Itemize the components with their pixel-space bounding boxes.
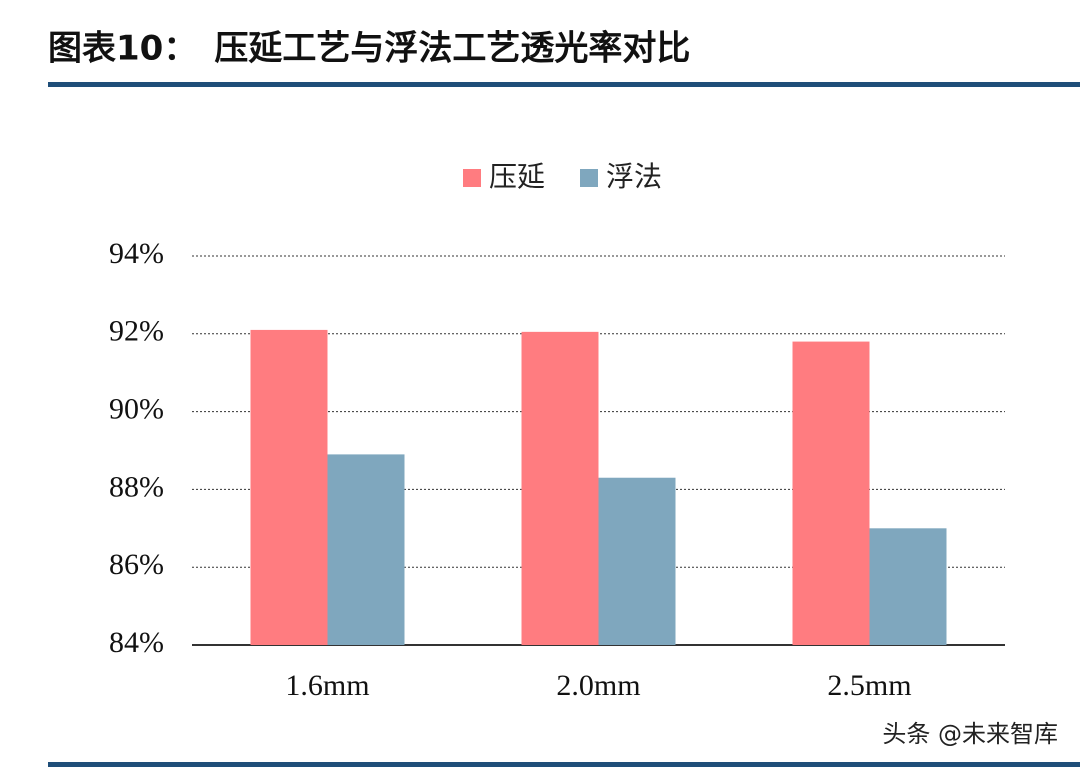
- y-tick-label: 90%: [109, 392, 164, 425]
- chart-title: 图表10： 压延工艺与浮法工艺透光率对比: [48, 29, 690, 69]
- bar: [792, 341, 870, 645]
- legend-swatch: [580, 169, 598, 187]
- bar: [250, 329, 328, 645]
- bar: [869, 528, 947, 645]
- y-tick-label: 88%: [109, 470, 164, 503]
- bottom-rule: [48, 762, 1080, 767]
- bar: [521, 331, 599, 645]
- y-tick-label: 84%: [109, 626, 164, 659]
- legend-label: 压延: [489, 160, 545, 193]
- bar: [598, 477, 676, 645]
- x-tick-label: 2.5mm: [827, 669, 911, 702]
- legend-swatch: [463, 169, 481, 187]
- y-tick-label: 86%: [109, 548, 164, 581]
- watermark: 头条 @未来智库: [882, 720, 1058, 748]
- title-rule: [48, 82, 1080, 87]
- x-tick-label: 1.6mm: [285, 669, 369, 702]
- x-tick-label: 2.0mm: [556, 669, 640, 702]
- y-tick-label: 92%: [109, 315, 164, 348]
- y-tick-label: 94%: [109, 237, 164, 270]
- legend-label: 浮法: [606, 160, 662, 193]
- bar: [327, 454, 405, 645]
